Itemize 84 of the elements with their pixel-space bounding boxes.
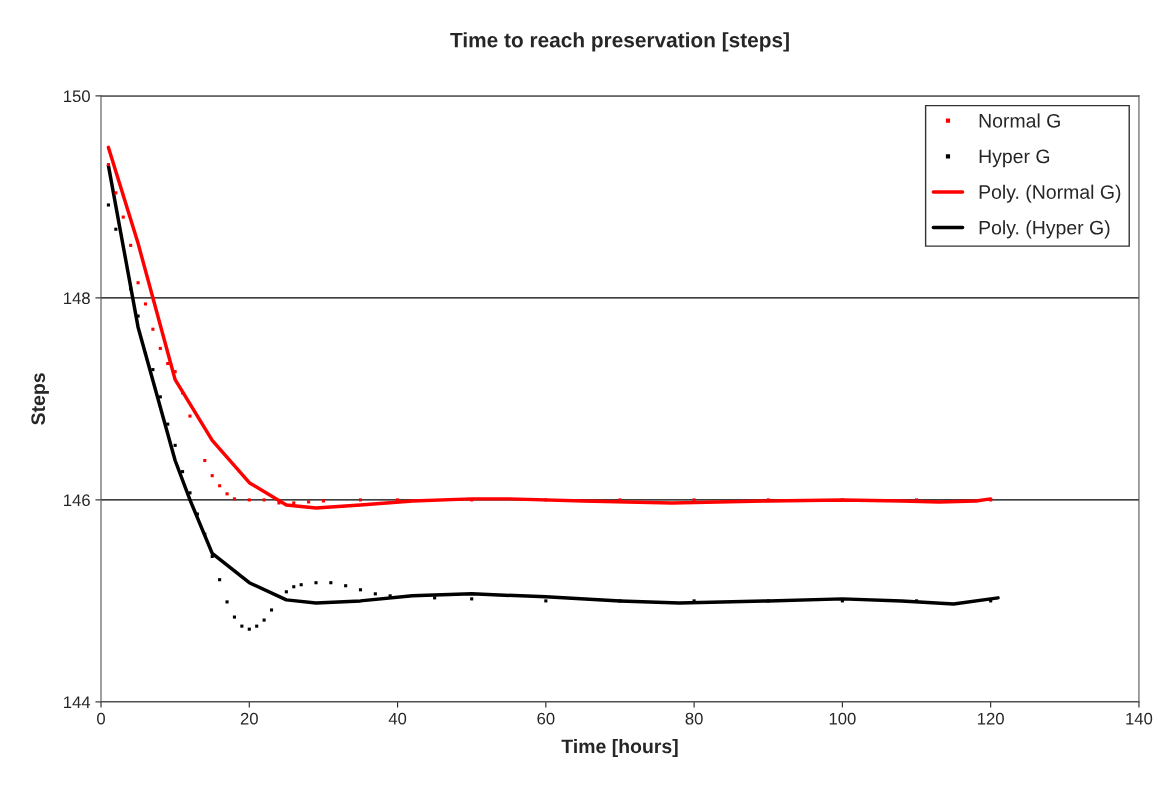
point [358,498,363,502]
x-axis-title: Time [hours] [561,738,678,758]
legend-label: Poly. (Hyper G) [979,220,1110,239]
point [143,302,148,306]
point [232,615,237,619]
y-tick-label: 148 [64,292,90,305]
x-tick-label: 140 [1126,712,1153,725]
point [470,597,474,601]
point [203,458,207,463]
point [307,500,311,504]
point [321,499,325,503]
y-axis-title: Steps [31,373,49,425]
point [166,422,170,426]
point [225,492,229,496]
point [210,474,214,478]
point [106,163,110,167]
point [136,281,140,285]
x-tick-label: 20 [240,712,258,725]
point [284,590,288,594]
point [388,594,392,598]
x-tick-label: 120 [978,712,1004,725]
point [173,443,177,447]
point [344,584,348,588]
legend-label: Normal G [979,113,1060,128]
point [181,391,185,395]
point [166,361,170,366]
point [181,470,185,474]
chart-title: Time to reach preservation [steps] [450,32,789,52]
point [277,501,281,505]
point [840,599,844,603]
point [188,491,192,495]
point [255,624,259,628]
point [692,498,696,502]
point [158,395,162,399]
point [151,327,155,331]
x-tick-label: 80 [685,712,703,725]
point [618,498,622,502]
point [989,599,993,603]
point [262,498,266,502]
point [766,599,770,603]
point [218,578,222,582]
point [218,484,222,488]
point [240,624,244,628]
point [121,215,125,219]
point [143,351,148,355]
point [129,243,133,247]
point [114,191,118,195]
point [299,583,303,587]
point [396,498,400,502]
point [292,585,296,589]
point [173,370,177,374]
point [225,600,229,604]
y-tick-label: 146 [64,494,90,507]
point [136,314,140,318]
point [292,501,296,505]
point [373,592,377,596]
legend-label: Poly. (Normal G) [979,184,1121,203]
point [151,368,155,372]
x-tick-label: 100 [829,712,856,725]
point [433,596,437,600]
point [106,203,110,207]
x-tick-label: 40 [388,712,407,725]
point [210,554,214,559]
point [262,618,266,622]
legend-label: Hyper G [979,149,1050,168]
point [544,498,548,502]
point [188,414,192,418]
x-tick-label: 0 [97,712,105,725]
point [358,588,363,592]
y-tick-label: 144 [64,696,91,708]
point [247,627,251,631]
point [158,346,162,350]
point [314,581,318,585]
y-tick-label: 150 [64,90,90,103]
point [618,599,622,603]
point [544,599,548,603]
point [247,498,251,502]
x-tick-label: 60 [537,712,555,725]
point [269,608,274,612]
point [329,581,333,585]
point [114,227,118,231]
point [129,287,133,291]
point [989,498,993,502]
point [232,497,237,501]
